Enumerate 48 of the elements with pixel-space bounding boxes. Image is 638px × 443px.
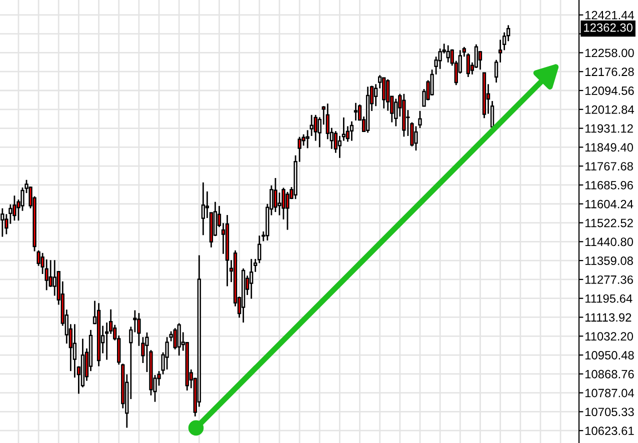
candlestick: [48, 259, 52, 288]
candlestick: [394, 98, 398, 127]
candlestick: [478, 50, 482, 70]
y-tick-label: 10787.04: [585, 388, 634, 398]
y-tick-label: 11195.64: [585, 294, 632, 303]
y-tick-label: 11767.68: [585, 162, 633, 171]
y-tick-label: 11032.20: [585, 332, 634, 341]
candlestick: [278, 192, 282, 216]
candlestick: [165, 336, 169, 370]
candlestick: [201, 182, 205, 236]
y-tick-label: 11685.96: [585, 180, 633, 190]
y-tick-label: 11113.92: [585, 313, 632, 322]
candlestick: [52, 259, 56, 296]
candlestick: [8, 204, 12, 225]
candlestick: [250, 258, 254, 300]
candlestick: [418, 110, 422, 129]
candlestick: [306, 129, 310, 149]
y-tick-label: 10868.76: [585, 370, 634, 378]
candlestick: [350, 120, 354, 142]
candlestick: [310, 114, 314, 137]
y-tick-label: 10950.48: [585, 351, 634, 360]
candlestick: [386, 78, 390, 112]
candlestick: [12, 194, 16, 222]
candlestick: [286, 191, 290, 231]
candlestick: [0, 208, 4, 238]
candlestick: [414, 126, 418, 152]
candlestick: [446, 44, 450, 64]
y-tick-label: 11359.08: [585, 256, 633, 265]
candlestick: [334, 130, 338, 154]
y-tick-label: 10623.61: [585, 426, 634, 436]
text: 12362.30: [584, 23, 633, 32]
candlestick: [72, 323, 77, 378]
candlestick: [177, 322, 181, 356]
candlestick: [382, 77, 386, 110]
candlestick: [354, 102, 358, 122]
y-tick-label: 12176.28: [585, 68, 634, 76]
candlestick: [274, 177, 278, 213]
y-tick-label: 12012.84: [585, 105, 634, 114]
y-tick-label: 11604.24: [585, 200, 634, 208]
y-tick-label: 11440.80: [585, 238, 634, 246]
y-tick-label: 10705.33: [585, 408, 634, 416]
y-tick-label: 11931.12: [585, 124, 633, 133]
y-tick-label: 12094.56: [585, 86, 634, 95]
y-tick-label: 11522.52: [585, 218, 633, 228]
y-tick-label: 12258.00: [585, 48, 634, 58]
y-tick-label: 11277.36: [585, 275, 633, 284]
y-tick-label: 11849.40: [585, 143, 634, 152]
y-tick-label: 12421.44: [585, 10, 634, 20]
